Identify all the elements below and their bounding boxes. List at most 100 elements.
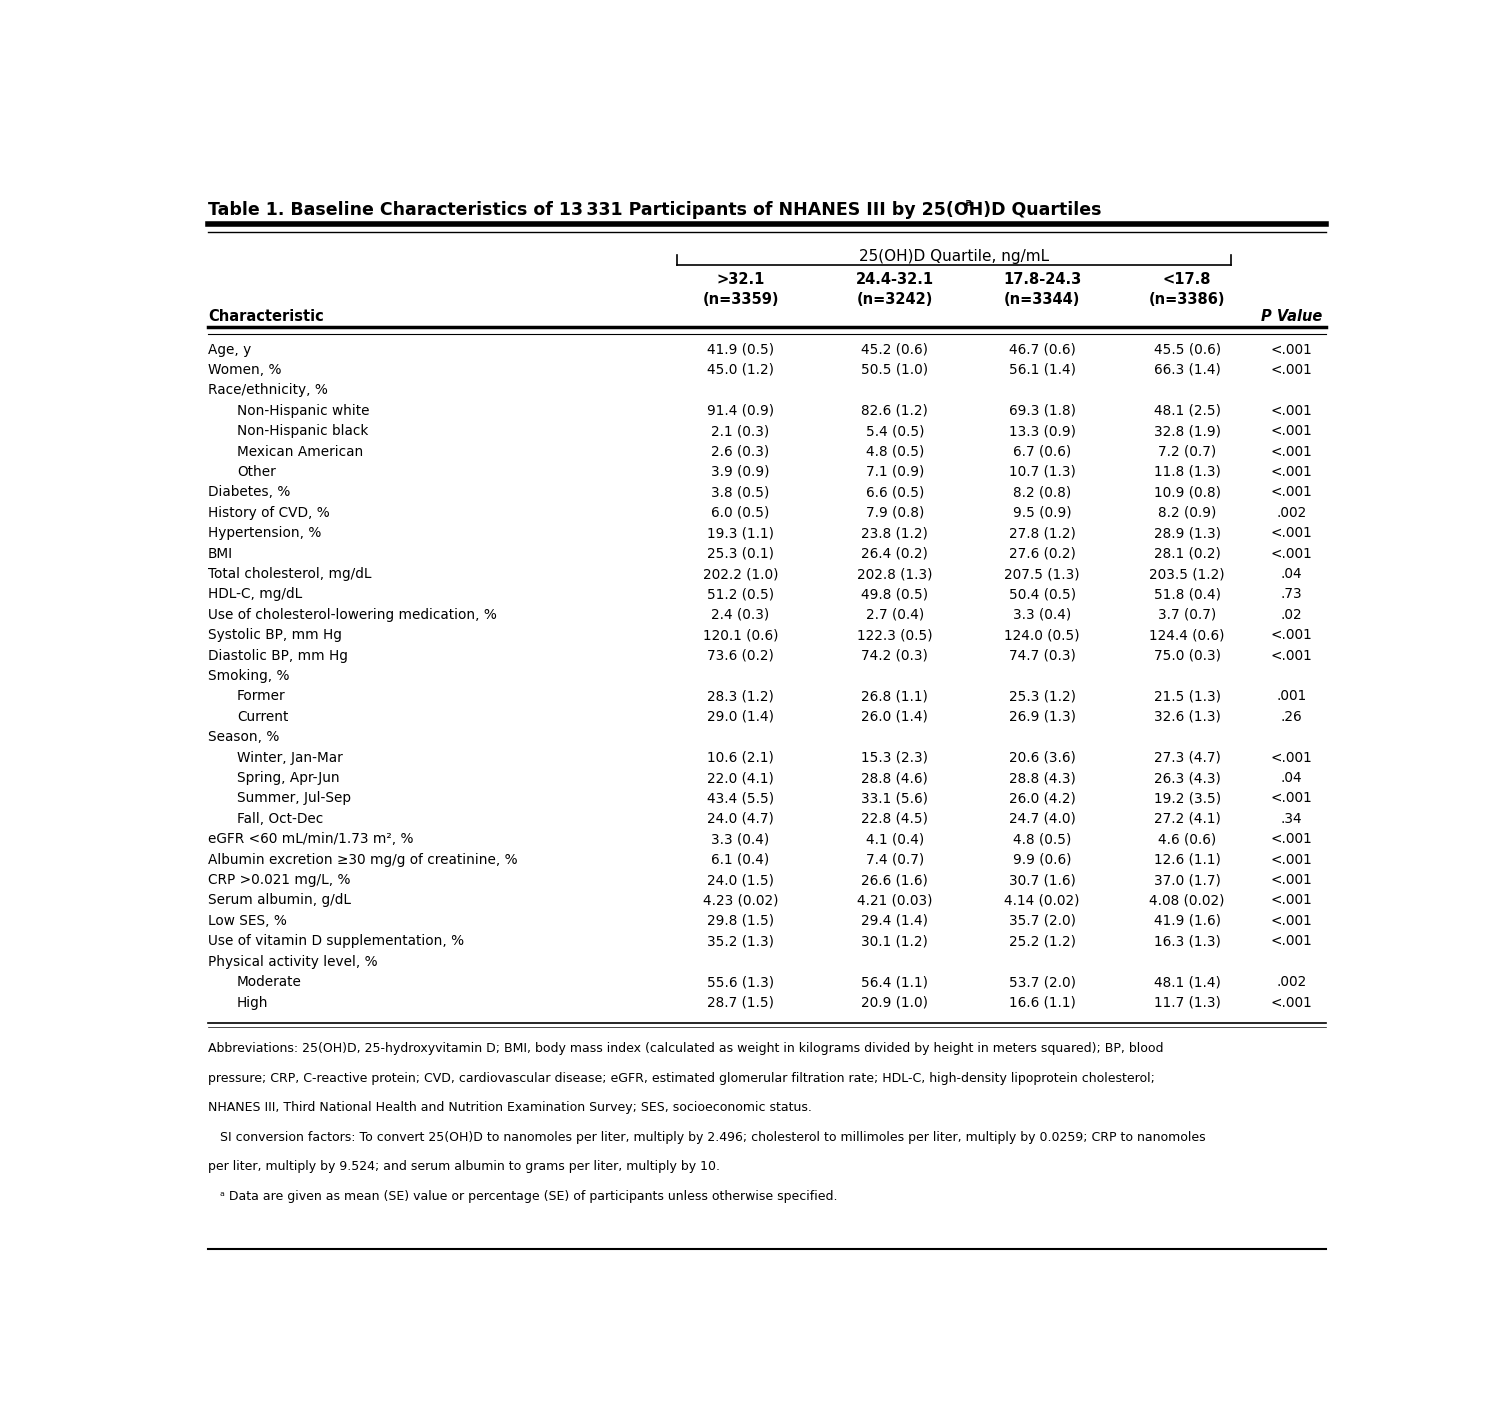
Text: CRP >0.021 mg/L, %: CRP >0.021 mg/L, % [208, 873, 350, 887]
Text: 41.9 (0.5): 41.9 (0.5) [707, 343, 774, 357]
Text: <.001: <.001 [1271, 465, 1313, 479]
Text: 74.2 (0.3): 74.2 (0.3) [861, 648, 928, 663]
Text: 207.5 (1.3): 207.5 (1.3) [1004, 567, 1079, 582]
Text: <17.8
(n=3386): <17.8 (n=3386) [1148, 273, 1226, 307]
Text: Other: Other [237, 465, 275, 479]
Text: 19.2 (3.5): 19.2 (3.5) [1154, 792, 1220, 805]
Text: 17.8-24.3
(n=3344): 17.8-24.3 (n=3344) [1003, 273, 1081, 307]
Text: 30.7 (1.6): 30.7 (1.6) [1009, 873, 1076, 887]
Text: 8.2 (0.9): 8.2 (0.9) [1159, 506, 1217, 520]
Text: 28.3 (1.2): 28.3 (1.2) [707, 690, 774, 704]
Text: 4.14 (0.02): 4.14 (0.02) [1004, 893, 1079, 907]
Text: 20.9 (1.0): 20.9 (1.0) [861, 995, 928, 1010]
Text: .04: .04 [1281, 771, 1302, 785]
Text: Winter, Jan-Mar: Winter, Jan-Mar [237, 751, 343, 765]
Text: 66.3 (1.4): 66.3 (1.4) [1154, 363, 1220, 377]
Text: 10.6 (2.1): 10.6 (2.1) [707, 751, 774, 765]
Text: 122.3 (0.5): 122.3 (0.5) [856, 629, 933, 643]
Text: Age, y: Age, y [208, 343, 251, 357]
Text: <.001: <.001 [1271, 792, 1313, 805]
Text: 53.7 (2.0): 53.7 (2.0) [1009, 975, 1076, 990]
Text: Characteristic: Characteristic [208, 309, 323, 324]
Text: 3.9 (0.9): 3.9 (0.9) [711, 465, 769, 479]
Text: 2.4 (0.3): 2.4 (0.3) [711, 607, 769, 621]
Text: NHANES III, Third National Health and Nutrition Examination Survey; SES, socioec: NHANES III, Third National Health and Nu… [208, 1101, 811, 1115]
Text: 120.1 (0.6): 120.1 (0.6) [702, 629, 778, 643]
Text: 6.0 (0.5): 6.0 (0.5) [711, 506, 769, 520]
Text: <.001: <.001 [1271, 873, 1313, 887]
Text: Table 1. Baseline Characteristics of 13 331 Participants of NHANES III by 25(OH): Table 1. Baseline Characteristics of 13 … [208, 202, 1102, 219]
Text: 45.0 (1.2): 45.0 (1.2) [707, 363, 774, 377]
Text: Hypertension, %: Hypertension, % [208, 526, 322, 540]
Text: 69.3 (1.8): 69.3 (1.8) [1009, 404, 1076, 418]
Text: 11.8 (1.3): 11.8 (1.3) [1154, 465, 1220, 479]
Text: Mexican American: Mexican American [237, 445, 364, 458]
Text: 9.9 (0.6): 9.9 (0.6) [1013, 853, 1072, 866]
Text: Use of vitamin D supplementation, %: Use of vitamin D supplementation, % [208, 934, 464, 948]
Text: 4.21 (0.03): 4.21 (0.03) [858, 893, 933, 907]
Text: 28.8 (4.3): 28.8 (4.3) [1009, 771, 1076, 785]
Text: 3.8 (0.5): 3.8 (0.5) [711, 485, 769, 499]
Text: 4.08 (0.02): 4.08 (0.02) [1150, 893, 1225, 907]
Text: 26.8 (1.1): 26.8 (1.1) [861, 690, 928, 704]
Text: 22.0 (4.1): 22.0 (4.1) [707, 771, 774, 785]
Text: 29.4 (1.4): 29.4 (1.4) [861, 914, 928, 929]
Text: <.001: <.001 [1271, 526, 1313, 540]
Text: 6.1 (0.4): 6.1 (0.4) [711, 853, 769, 866]
Text: .02: .02 [1281, 607, 1302, 621]
Text: 4.23 (0.02): 4.23 (0.02) [702, 893, 778, 907]
Text: 73.6 (0.2): 73.6 (0.2) [707, 648, 774, 663]
Text: 30.1 (1.2): 30.1 (1.2) [861, 934, 928, 948]
Text: 7.2 (0.7): 7.2 (0.7) [1159, 445, 1217, 458]
Text: Diastolic BP, mm Hg: Diastolic BP, mm Hg [208, 648, 347, 663]
Text: .34: .34 [1281, 812, 1302, 826]
Text: 91.4 (0.9): 91.4 (0.9) [707, 404, 774, 418]
Text: 49.8 (0.5): 49.8 (0.5) [861, 587, 928, 602]
Text: 9.5 (0.9): 9.5 (0.9) [1013, 506, 1072, 520]
Text: 4.8 (0.5): 4.8 (0.5) [865, 445, 924, 458]
Text: 10.7 (1.3): 10.7 (1.3) [1009, 465, 1076, 479]
Text: Race/ethnicity, %: Race/ethnicity, % [208, 384, 328, 397]
Text: 19.3 (1.1): 19.3 (1.1) [707, 526, 774, 540]
Text: 26.6 (1.6): 26.6 (1.6) [861, 873, 928, 887]
Text: Albumin excretion ≥30 mg/g of creatinine, %: Albumin excretion ≥30 mg/g of creatinine… [208, 853, 518, 866]
Text: 27.2 (4.1): 27.2 (4.1) [1154, 812, 1220, 826]
Text: Diabetes, %: Diabetes, % [208, 485, 290, 499]
Text: <.001: <.001 [1271, 343, 1313, 357]
Text: P Value: P Value [1260, 309, 1322, 324]
Text: 48.1 (2.5): 48.1 (2.5) [1154, 404, 1220, 418]
Text: Moderate: Moderate [237, 975, 302, 990]
Text: 3.3 (0.4): 3.3 (0.4) [1013, 607, 1072, 621]
Text: Season, %: Season, % [208, 731, 280, 744]
Text: 13.3 (0.9): 13.3 (0.9) [1009, 424, 1076, 438]
Text: 29.0 (1.4): 29.0 (1.4) [707, 710, 774, 724]
Text: 26.9 (1.3): 26.9 (1.3) [1009, 710, 1076, 724]
Text: 29.8 (1.5): 29.8 (1.5) [707, 914, 774, 929]
Text: 23.8 (1.2): 23.8 (1.2) [861, 526, 928, 540]
Text: Summer, Jul-Sep: Summer, Jul-Sep [237, 792, 350, 805]
Text: Abbreviations: 25(OH)D, 25-hydroxyvitamin D; BMI, body mass index (calculated as: Abbreviations: 25(OH)D, 25-hydroxyvitami… [208, 1042, 1163, 1055]
Text: 12.6 (1.1): 12.6 (1.1) [1154, 853, 1220, 866]
Text: 51.2 (0.5): 51.2 (0.5) [707, 587, 774, 602]
Text: .002: .002 [1277, 975, 1307, 990]
Text: 43.4 (5.5): 43.4 (5.5) [707, 792, 774, 805]
Text: Former: Former [237, 690, 286, 704]
Text: per liter, multiply by 9.524; and serum albumin to grams per liter, multiply by : per liter, multiply by 9.524; and serum … [208, 1160, 720, 1173]
Text: Low SES, %: Low SES, % [208, 914, 287, 929]
Text: 124.4 (0.6): 124.4 (0.6) [1150, 629, 1225, 643]
Text: 7.9 (0.8): 7.9 (0.8) [865, 506, 924, 520]
Text: 6.7 (0.6): 6.7 (0.6) [1013, 445, 1072, 458]
Text: 25.3 (0.1): 25.3 (0.1) [707, 546, 774, 560]
Text: 75.0 (0.3): 75.0 (0.3) [1154, 648, 1220, 663]
Text: <.001: <.001 [1271, 914, 1313, 929]
Text: Current: Current [237, 710, 289, 724]
Text: 3.7 (0.7): 3.7 (0.7) [1159, 607, 1217, 621]
Text: <.001: <.001 [1271, 424, 1313, 438]
Text: 28.9 (1.3): 28.9 (1.3) [1154, 526, 1220, 540]
Text: Smoking, %: Smoking, % [208, 668, 289, 683]
Text: pressure; CRP, C-reactive protein; CVD, cardiovascular disease; eGFR, estimated : pressure; CRP, C-reactive protein; CVD, … [208, 1072, 1154, 1085]
Text: 51.8 (0.4): 51.8 (0.4) [1154, 587, 1220, 602]
Text: .04: .04 [1281, 567, 1302, 582]
Text: 33.1 (5.6): 33.1 (5.6) [861, 792, 928, 805]
Text: Non-Hispanic black: Non-Hispanic black [237, 424, 368, 438]
